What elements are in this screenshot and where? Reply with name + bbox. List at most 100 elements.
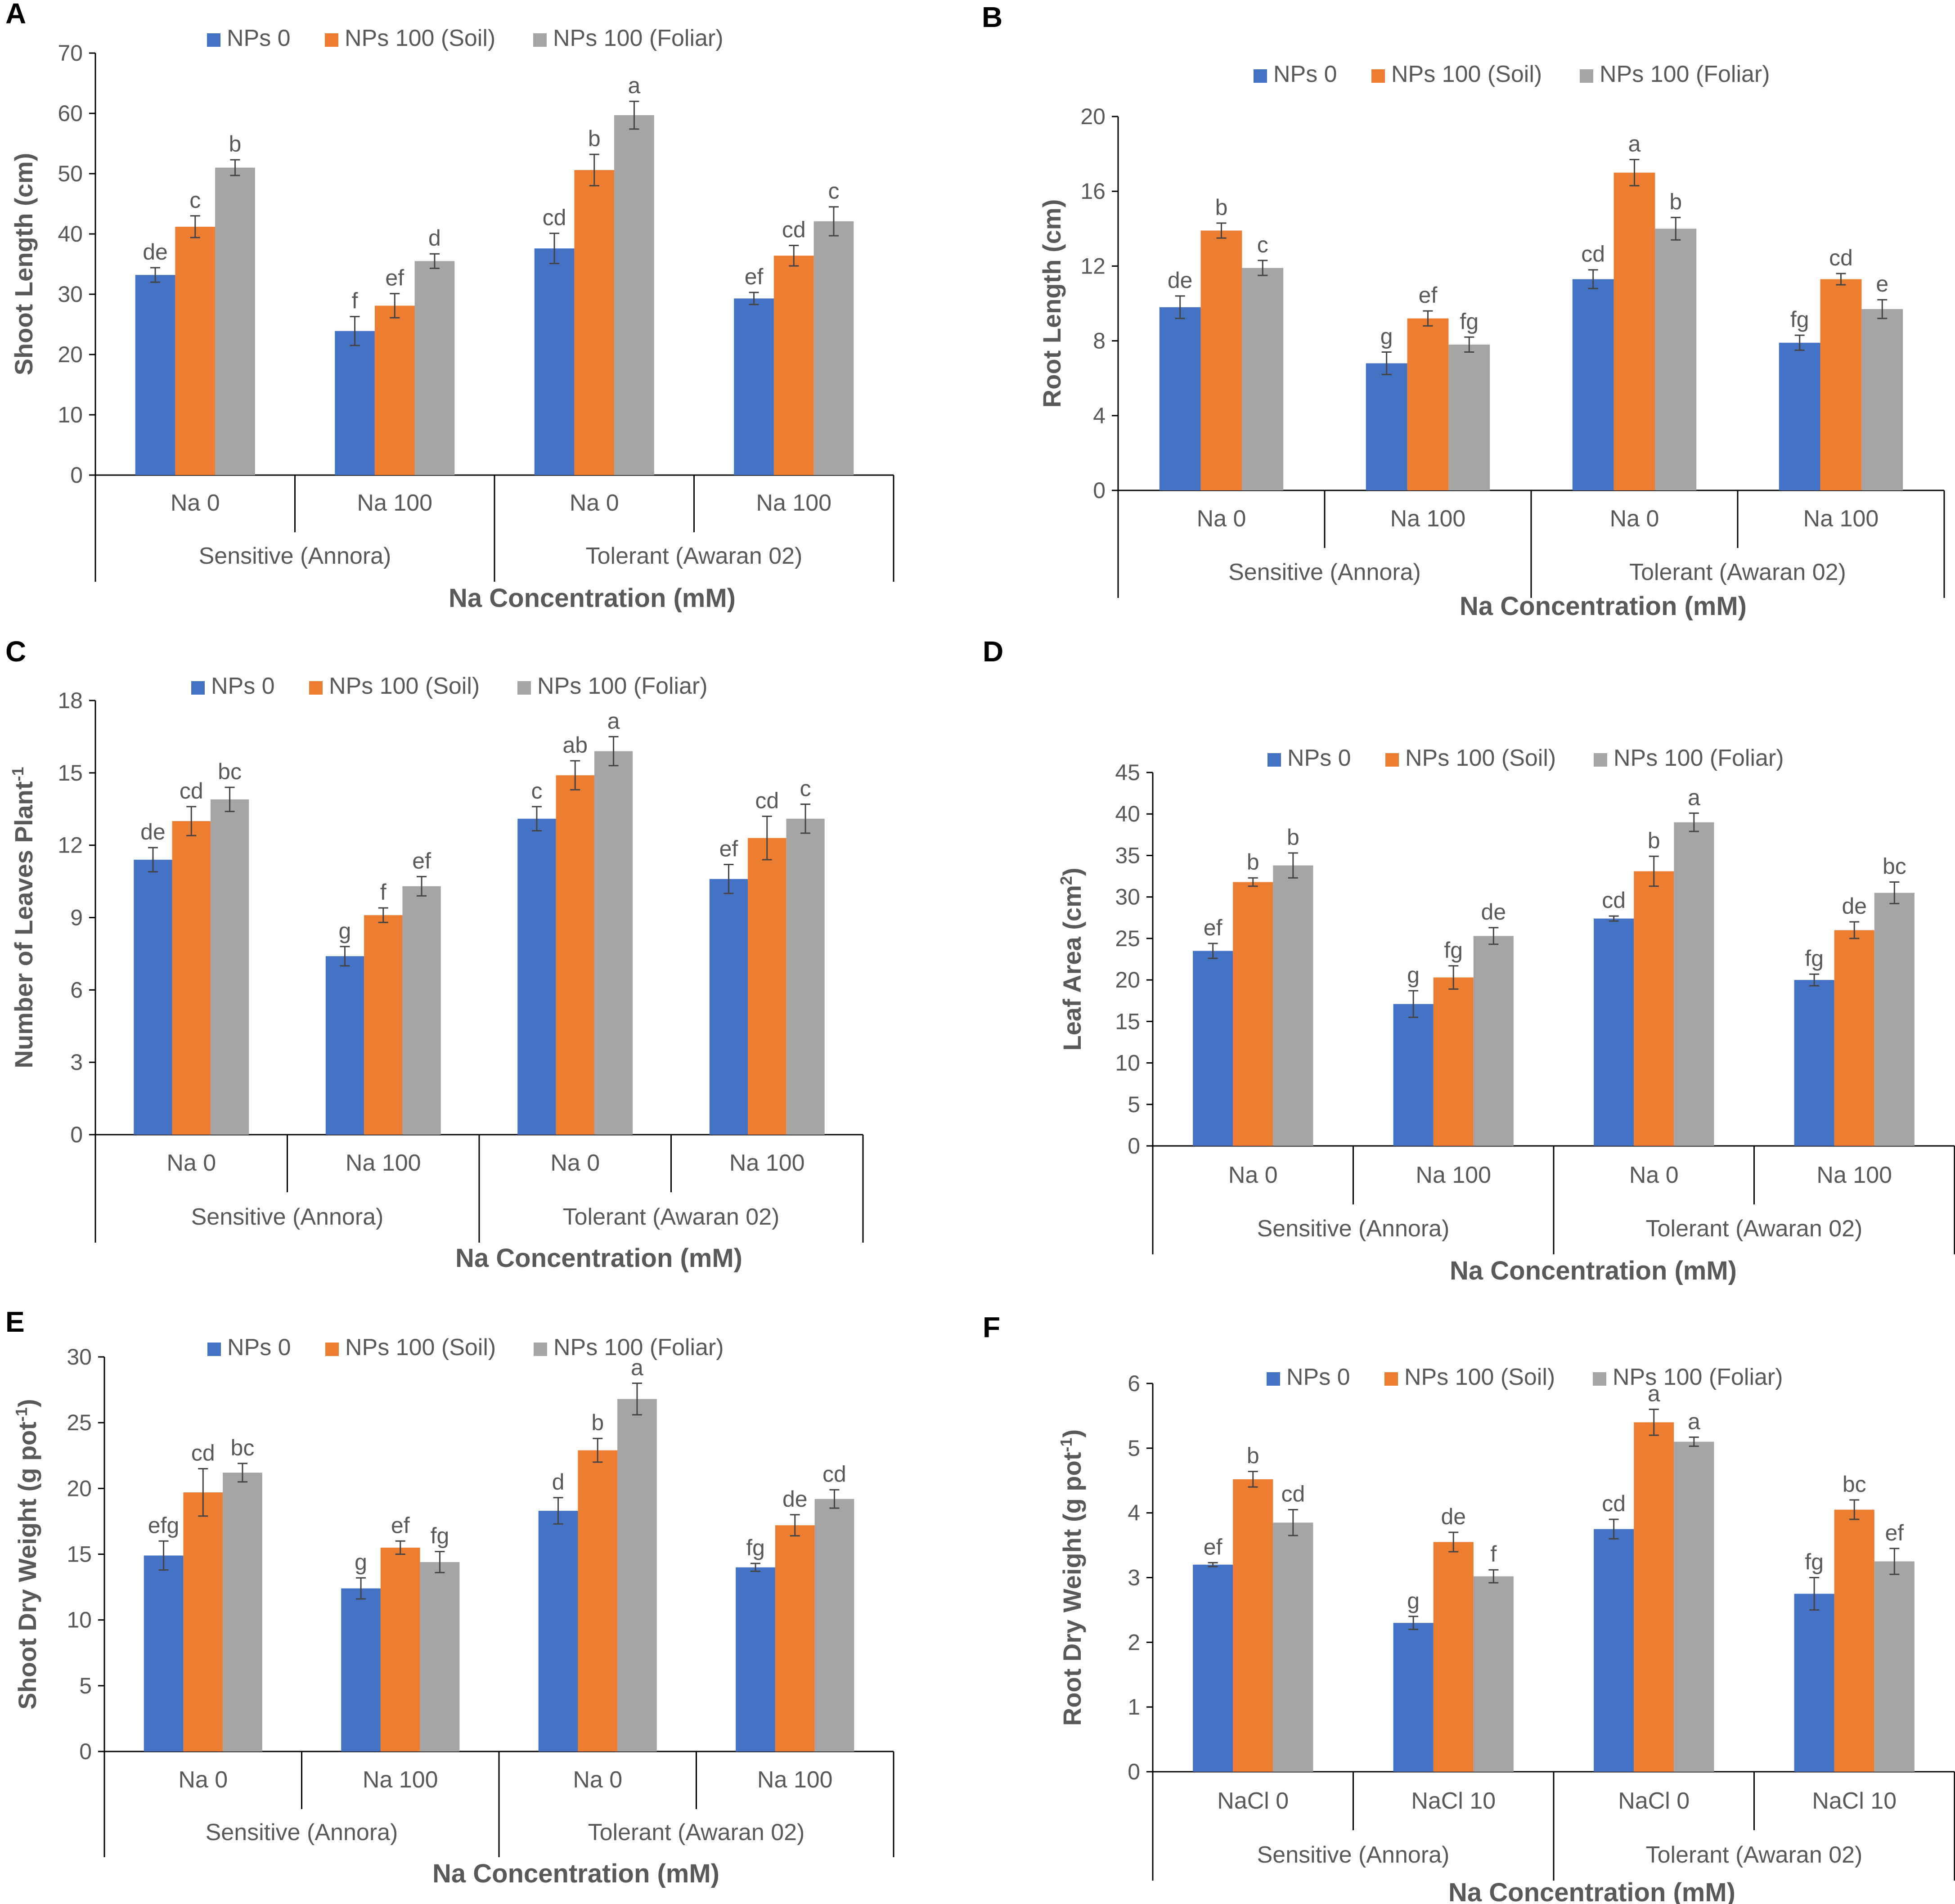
significance-letter: cd <box>822 1461 846 1486</box>
significance-letter: bc <box>218 759 242 784</box>
significance-letter: a <box>628 73 641 98</box>
y-tick-label: 3 <box>1128 1565 1140 1590</box>
x-category-label: NaCl 10 <box>1411 1788 1496 1814</box>
legend-swatch <box>1594 753 1607 767</box>
significance-letter: ef <box>385 265 404 291</box>
legend-label: NPs 0 <box>1286 1364 1350 1390</box>
panel-letter: E <box>5 1306 25 1338</box>
bar <box>1473 936 1514 1146</box>
x-category-label: Na 100 <box>1803 506 1879 532</box>
y-axis-title: Root Dry Weight (g pot-1) <box>1057 1429 1086 1726</box>
significance-letter: de <box>1481 899 1506 925</box>
x-group-label: Tolerant (Awaran 02) <box>588 1819 805 1846</box>
panel-letter: D <box>983 635 1003 668</box>
legend-label: NPs 100 (Foliar) <box>537 673 708 699</box>
x-category-label: Na 0 <box>550 1150 600 1176</box>
legend-swatch <box>1267 753 1281 767</box>
significance-letter: de <box>1168 268 1193 293</box>
x-category-label: Na 0 <box>1228 1162 1278 1188</box>
panel-letter: C <box>5 635 26 668</box>
legend-label: NPs 100 (Soil) <box>329 673 480 699</box>
significance-letter: g <box>1407 1588 1420 1613</box>
legend: NPs 0 NPs 100 (Soil) NPs 100 (Foliar) <box>1254 61 1770 87</box>
legend-label: NPs 100 (Soil) <box>1404 1364 1555 1390</box>
y-tick-label: 6 <box>1128 1371 1140 1396</box>
bar <box>402 886 441 1135</box>
legend: NPs 0 NPs 100 (Soil) NPs 100 (Foliar) <box>1267 1364 1783 1390</box>
legend-label: NPs 100 (Foliar) <box>553 25 724 51</box>
significance-letter: a <box>1688 785 1700 810</box>
legend-swatch <box>1593 1372 1606 1386</box>
legend: NPs 0 NPs 100 (Soil) NPs 100 (Foliar) <box>207 25 724 51</box>
legend-swatch <box>533 33 547 47</box>
x-category-label: Na 0 <box>171 490 220 516</box>
bar <box>813 221 854 475</box>
significance-letter: c <box>828 179 839 204</box>
y-tick-label: 6 <box>70 977 83 1002</box>
x-group-label: Tolerant (Awaran 02) <box>1646 1842 1863 1868</box>
x-axis-title: Na Concentration (mM) <box>449 584 736 613</box>
legend-label: NPs 0 <box>1287 745 1351 771</box>
x-axis-title: Na Concentration (mM) <box>432 1859 719 1888</box>
panel-letter: A <box>5 0 26 30</box>
legend-label: NPs 100 (Soil) <box>345 1334 496 1361</box>
x-group-label: Tolerant (Awaran 02) <box>563 1204 780 1230</box>
legend-label: NPs 100 (Foliar) <box>1613 1364 1783 1390</box>
bar <box>1233 882 1273 1146</box>
significance-letter: b <box>229 131 242 157</box>
bar <box>1433 1542 1474 1772</box>
y-tick-label: 4 <box>1128 1500 1140 1526</box>
y-tick-label: 70 <box>58 40 83 66</box>
significance-letter: ef <box>1419 283 1438 308</box>
x-axis-title: Na Concentration (mM) <box>455 1244 742 1273</box>
bar <box>183 1492 223 1751</box>
y-tick-label: 15 <box>67 1542 92 1567</box>
bar <box>364 915 403 1135</box>
x-category-label: Na 100 <box>1416 1162 1491 1188</box>
significance-letter: de <box>140 819 166 844</box>
significance-letter: fg <box>1460 309 1479 334</box>
panel-letter: B <box>982 1 1002 33</box>
y-tick-label: 30 <box>58 282 83 307</box>
chart-panel-d: D NPs 0 NPs 100 (Soil) NPs 100 (Foliar) 0 5 10… <box>983 635 1955 1285</box>
y-tick-label: 60 <box>58 101 83 126</box>
y-tick-label: 0 <box>70 1122 83 1147</box>
significance-letter: fg <box>1805 1549 1824 1575</box>
bar <box>1594 918 1634 1146</box>
bar <box>574 170 615 476</box>
y-tick-label: 0 <box>1093 478 1106 503</box>
y-axis-title: Shoot Length (cm) <box>9 153 38 376</box>
x-group-label: Tolerant (Awaran 02) <box>1629 559 1846 585</box>
bar <box>144 1555 184 1751</box>
significance-letter: f <box>380 880 387 905</box>
bar <box>1634 871 1674 1146</box>
bar <box>1861 309 1903 490</box>
x-category-label: Na 100 <box>729 1150 805 1176</box>
significance-letter: b <box>1247 849 1259 875</box>
legend-swatch <box>1580 69 1593 83</box>
legend-swatch <box>534 1343 547 1356</box>
bar <box>374 305 415 475</box>
bar <box>1193 1564 1233 1772</box>
significance-letter: cd <box>755 788 779 813</box>
y-tick-label: 18 <box>58 688 83 713</box>
bar <box>786 818 825 1135</box>
legend-swatch <box>1384 1372 1398 1386</box>
bar <box>175 226 216 475</box>
legend-label: NPs 0 <box>211 673 275 699</box>
bar <box>1834 1509 1874 1772</box>
y-tick-label: 20 <box>67 1476 92 1501</box>
x-category-label: Na 0 <box>1629 1162 1679 1188</box>
y-tick-label: 40 <box>1115 801 1140 826</box>
legend-swatch <box>1371 69 1385 83</box>
chart-panel-b: B NPs 0 NPs 100 (Soil) NPs 100 (Foliar) 0 4 8 1… <box>982 1 1945 621</box>
x-category-label: NaCl 0 <box>1618 1788 1690 1814</box>
legend-label: NPs 0 <box>227 25 291 51</box>
significance-letter: ef <box>412 848 431 873</box>
significance-letter: ef <box>391 1513 410 1538</box>
x-category-label: Na 0 <box>1610 506 1659 532</box>
bar <box>578 1450 618 1751</box>
bar <box>414 261 455 475</box>
legend-swatch <box>325 1343 339 1356</box>
